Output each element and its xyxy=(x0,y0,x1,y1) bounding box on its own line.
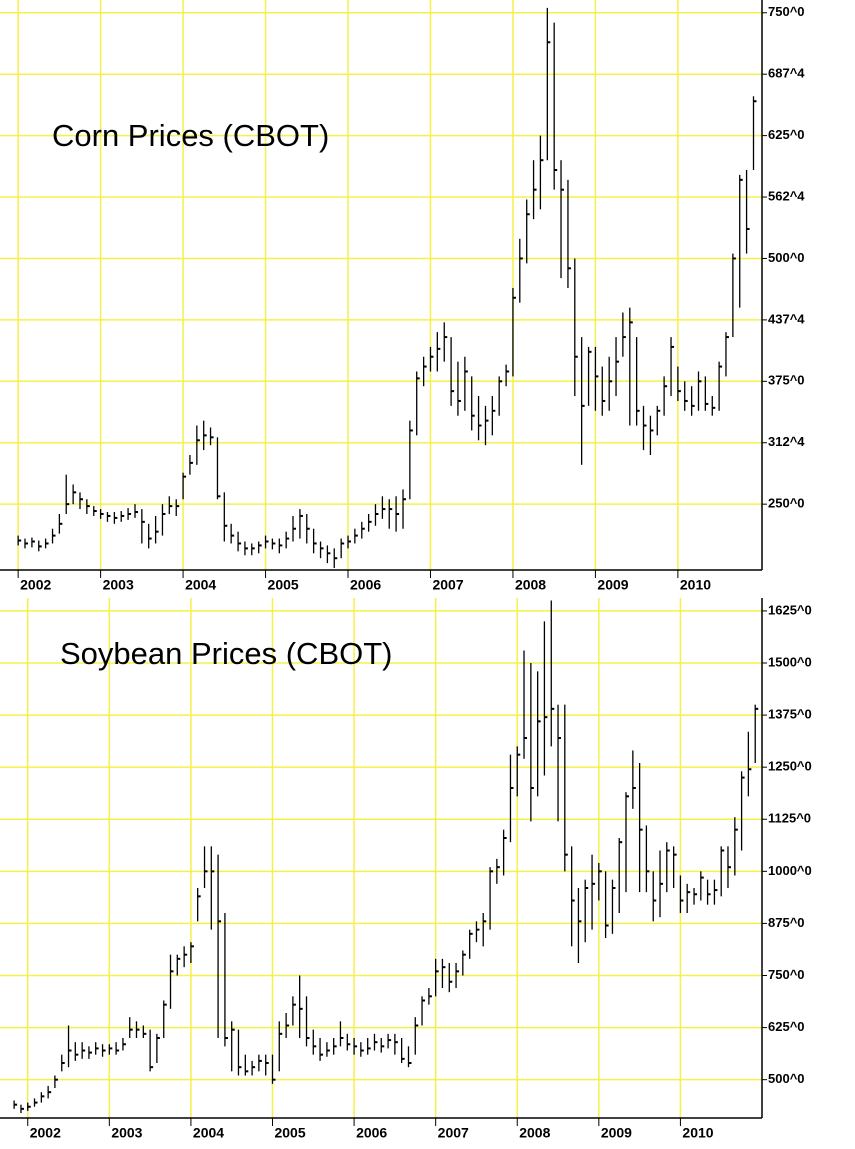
y-tick-label: 500^0 xyxy=(768,1071,805,1086)
x-tick-label: 2003 xyxy=(111,1125,142,1141)
x-tick-label: 2005 xyxy=(274,1125,305,1141)
y-tick-label: 437^4 xyxy=(768,311,805,326)
x-tick-label: 2003 xyxy=(103,577,134,593)
x-tick-label: 2006 xyxy=(356,1125,387,1141)
x-tick-label: 2004 xyxy=(193,1125,224,1141)
chart-title: Soybean Prices (CBOT) xyxy=(60,636,393,671)
x-tick-label: 2002 xyxy=(30,1125,61,1141)
x-tick-label: 2008 xyxy=(515,577,546,593)
y-tick-label: 750^0 xyxy=(768,4,805,19)
x-tick-label: 2009 xyxy=(601,1125,632,1141)
y-tick-label: 312^4 xyxy=(768,434,805,449)
y-tick-label: 625^0 xyxy=(768,127,805,142)
y-tick-label: 750^0 xyxy=(768,967,805,982)
y-tick-label: 1125^0 xyxy=(768,811,811,826)
plot-layer: 250^0 312^4 375^0 437^4 500^0 562^4 625^0 687^4… xyxy=(0,0,812,1141)
y-tick-label: 1375^0 xyxy=(768,707,812,722)
y-tick-label: 1000^0 xyxy=(768,863,812,878)
x-tick-label: 2007 xyxy=(432,577,463,593)
y-tick-label: 625^0 xyxy=(768,1019,805,1034)
y-tick-label: 250^0 xyxy=(768,496,805,511)
x-tick-label: 2006 xyxy=(350,577,381,593)
x-tick-label: 2004 xyxy=(185,577,216,593)
x-tick-label: 2007 xyxy=(438,1125,469,1141)
x-tick-label: 2009 xyxy=(597,577,628,593)
y-tick-label: 687^4 xyxy=(768,66,805,81)
x-tick-label: 2005 xyxy=(268,577,299,593)
y-tick-label: 500^0 xyxy=(768,250,805,265)
x-tick-label: 2010 xyxy=(682,1125,713,1141)
y-tick-label: 375^0 xyxy=(768,373,805,388)
x-tick-label: 2008 xyxy=(519,1125,550,1141)
y-tick-label: 1500^0 xyxy=(768,654,812,669)
y-tick-label: 562^4 xyxy=(768,188,805,203)
x-tick-label: 2010 xyxy=(680,577,711,593)
y-tick-label: 875^0 xyxy=(768,915,805,930)
y-tick-label: 1250^0 xyxy=(768,759,812,774)
x-tick-label: 2002 xyxy=(20,577,51,593)
y-tick-label: 1625^0 xyxy=(768,602,812,617)
chart-title: Corn Prices (CBOT) xyxy=(52,118,329,153)
